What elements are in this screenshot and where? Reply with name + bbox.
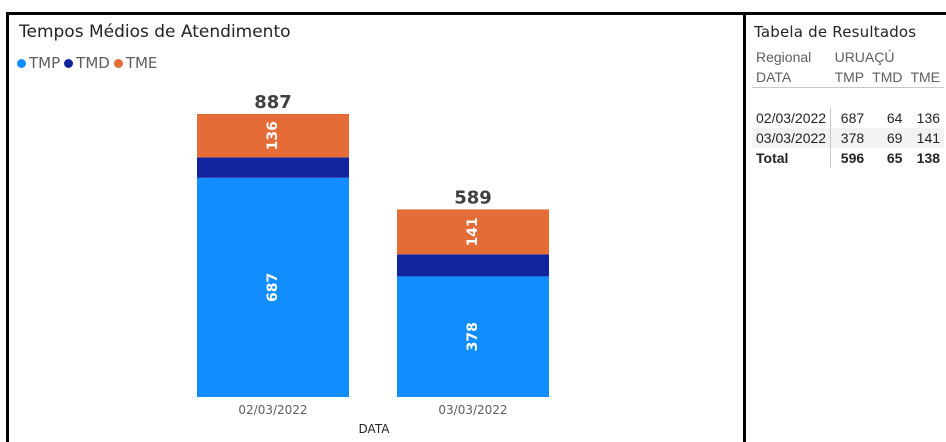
total-tme: 138 [916, 150, 941, 166]
data-label-tme: 141 [465, 217, 481, 246]
row-tmp: 687 [830, 108, 869, 128]
bar-segment-tmp[interactable] [397, 276, 549, 397]
legend-item-tmp[interactable]: TMP [17, 54, 60, 72]
row-tmd: 69 [868, 128, 907, 148]
chart-legend: TMP TMD TME [17, 54, 157, 72]
column-header-tmp[interactable]: TMP [830, 67, 869, 88]
legend-label-tmd: TMD [76, 54, 110, 72]
column-header-tme[interactable]: TME [906, 67, 945, 88]
bar-segment-tmd[interactable] [397, 254, 549, 277]
row-tmp: 378 [830, 128, 869, 148]
table-header-regional: Regional URUAÇÚ [752, 47, 944, 67]
data-label-tme: 136 [265, 121, 281, 150]
total-label: Total [752, 148, 832, 168]
results-table-panel: Tabela de Resultados Regional URUAÇÚ DAT… [746, 12, 946, 442]
table-title: Tabela de Resultados [754, 23, 917, 41]
row-tme: 136 [906, 108, 945, 128]
stacked-bar-chart: 687 136 887 02/03/2022 378 141 589 03/03/2022 DA… [197, 92, 549, 436]
data-label-tmp: 378 [465, 322, 481, 351]
data-label-tmp: 687 [265, 273, 281, 302]
row-date: 03/03/2022 [752, 128, 832, 148]
table-row[interactable]: 03/03/2022 378 69 141 [752, 128, 945, 148]
table-total-row: Total 596 65 138 [752, 148, 944, 168]
row-tme: 141 [906, 128, 945, 148]
total-tmd: 65 [886, 150, 903, 166]
x-tick-label: 02/03/2022 [238, 403, 307, 417]
legend-item-tmd[interactable]: TMD [64, 54, 110, 72]
chart-title: Tempos Médios de Atendimento [19, 22, 291, 42]
bar-segment-tmp[interactable] [197, 177, 349, 397]
total-tmp: 596 [840, 150, 865, 166]
legend-dot-tmp [17, 58, 26, 68]
total-label: 589 [454, 187, 492, 208]
legend-dot-tmd [64, 58, 74, 68]
bar-segment-tme[interactable] [197, 114, 349, 158]
legend-dot-tme [113, 58, 123, 68]
table-header-columns: DATA TMP TMD TME [752, 67, 945, 88]
legend-item-tme[interactable]: TME [113, 54, 158, 72]
legend-label-tme: TME [125, 54, 158, 72]
chart-panel: Tempos Médios de Atendimento TMP TMD TME… [6, 12, 746, 442]
x-tick-label: 03/03/2022 [438, 403, 507, 417]
table-spacer [752, 88, 944, 109]
bar-segment-tme[interactable] [397, 209, 549, 255]
regional-label: Regional [756, 49, 812, 65]
row-tmd: 64 [868, 108, 907, 128]
column-header-tmd[interactable]: TMD [868, 67, 907, 88]
bar-segment-tmd[interactable] [197, 157, 349, 178]
table-row[interactable]: 02/03/2022 687 64 136 [752, 108, 945, 128]
results-table: Regional URUAÇÚ DATA TMP TMD TME 02/03/2… [752, 47, 945, 168]
legend-label-tmp: TMP [29, 54, 61, 72]
regional-value: URUAÇÚ [834, 49, 895, 65]
total-label: 887 [254, 92, 292, 113]
x-axis-title: DATA [359, 422, 391, 436]
row-date: 02/03/2022 [752, 108, 832, 128]
date-column-header[interactable]: DATA [752, 67, 831, 88]
